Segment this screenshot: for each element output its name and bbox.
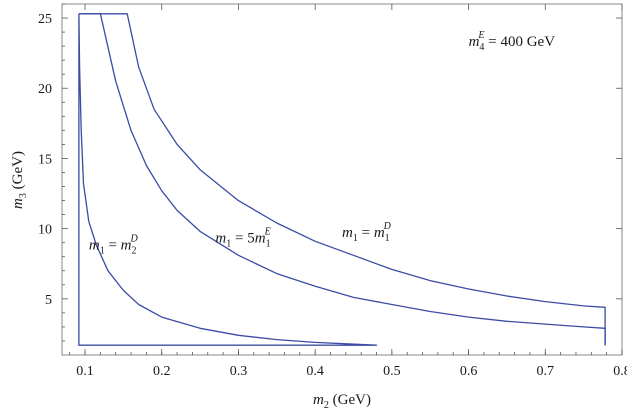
series-label-1: m1 = m2D bbox=[89, 234, 139, 257]
x-tick-label: 0.7 bbox=[537, 364, 555, 379]
x-axis-label: m2 (GeV) bbox=[313, 392, 371, 411]
x-tick-label: 0.5 bbox=[383, 364, 401, 379]
y-tick-label: 10 bbox=[38, 223, 52, 238]
y-tick-label: 5 bbox=[45, 293, 52, 308]
x-tick-label: 0.8 bbox=[613, 364, 627, 379]
y-tick-label: 25 bbox=[38, 12, 52, 27]
x-tick-label: 0.4 bbox=[306, 364, 324, 379]
series-line-2 bbox=[78, 13, 606, 346]
curve-labels: m1 = m2D m1 = 5m1E m1 = m1D bbox=[89, 221, 392, 257]
x-tick-label: 0.1 bbox=[76, 364, 94, 379]
series-label-3: m1 = m1D bbox=[342, 221, 392, 244]
y-tick-label: 15 bbox=[38, 152, 52, 167]
x-axis: 0.1 0.2 0.3 0.4 0.5 0.6 0.7 0.8 bbox=[69, 4, 627, 379]
plot-frame bbox=[61, 3, 623, 356]
x-tick-label: 0.2 bbox=[153, 364, 171, 379]
x-tick-label: 0.6 bbox=[460, 364, 478, 379]
series-line-1 bbox=[78, 13, 378, 346]
series-line-3 bbox=[78, 13, 606, 346]
x-tick-label: 0.3 bbox=[230, 364, 248, 379]
y-axis-label: m3 (GeV) bbox=[10, 151, 29, 209]
y-tick-label: 20 bbox=[38, 82, 52, 97]
series-label-2: m1 = 5m1E bbox=[215, 227, 270, 250]
y-axis: 5 10 15 20 25 bbox=[38, 3, 622, 342]
curves bbox=[78, 13, 606, 346]
annotation-m4E: m4E = 400 GeV bbox=[469, 30, 556, 53]
